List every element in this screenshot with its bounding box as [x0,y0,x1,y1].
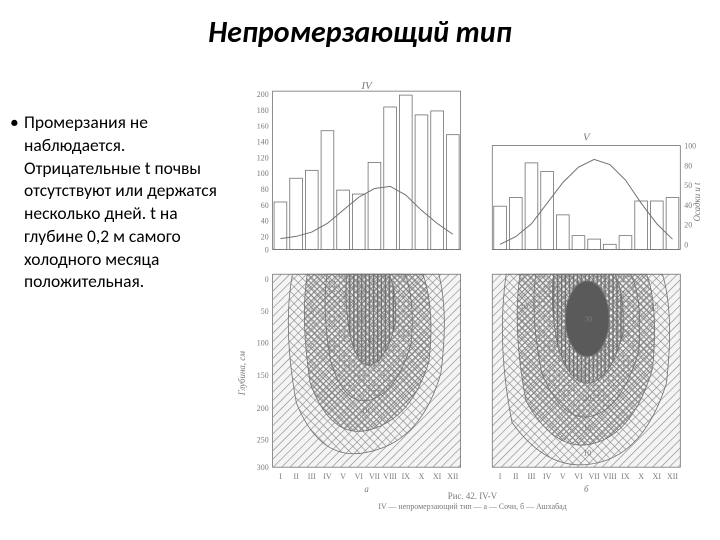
svg-text:100: 100 [684,142,696,151]
svg-text:5: 5 [310,307,314,316]
svg-text:180: 180 [257,106,269,115]
svg-text:II: II [513,472,519,481]
svg-text:VI: VI [355,472,364,481]
svg-text:10: 10 [583,448,591,457]
svg-text:VII: VII [369,472,380,481]
svg-text:Осадки и t: Осадки и t [692,182,702,222]
svg-text:10: 10 [362,406,370,415]
figure-subcaption: IV — непромерзающий тип — а — Сочи, б — … [378,502,566,511]
svg-text:10: 10 [520,302,528,311]
svg-text:50: 50 [261,307,269,316]
content-row: • Промерзания не наблюдается. Отрицатель… [0,81,720,511]
svg-text:10: 10 [364,337,372,346]
panel-label-left: IV [360,81,373,92]
svg-text:40: 40 [684,201,692,210]
bullet-mark: • [10,111,24,293]
figure-svg: 200180160 140120100 806040 200 IV [235,81,710,511]
svg-text:X: X [419,472,425,481]
svg-text:0: 0 [684,241,688,250]
svg-text:VIII: VIII [383,472,397,481]
svg-text:IV: IV [323,472,332,481]
svg-text:XI: XI [653,472,662,481]
svg-text:X: X [638,472,644,481]
svg-text:25: 25 [583,361,591,370]
depth-right: 30 25 20 15 10 10 15 IIIIIIIVVVIVIIVIIII… [492,274,680,494]
page-title: Непромерзающий тип [0,0,720,51]
svg-text:120: 120 [257,153,269,162]
svg-text:160: 160 [257,122,269,131]
svg-text:II: II [293,472,299,481]
svg-text:IX: IX [621,472,630,481]
svg-text:250: 250 [257,435,269,444]
depth-axis-label: Глубина, см [237,351,247,396]
text-column: • Промерзания не наблюдается. Отрицатель… [10,81,235,511]
svg-text:40: 40 [261,217,269,226]
figure-caption: Рис. 42. IV-V [448,491,498,501]
svg-text:50: 50 [684,181,692,190]
svg-text:80: 80 [684,161,692,170]
svg-text:200: 200 [257,90,269,99]
svg-text:100: 100 [257,338,269,347]
svg-text:III: III [528,472,536,481]
svg-text:80: 80 [261,185,269,194]
svg-text:20: 20 [261,233,269,242]
svg-text:100: 100 [257,169,269,178]
bullet-text: Промерзания не наблюдается. Отрицательны… [24,111,227,293]
svg-text:XII: XII [447,472,458,481]
figure: 200180160 140120100 806040 200 IV [235,81,710,511]
svg-text:300: 300 [257,463,269,472]
svg-text:0: 0 [265,275,269,284]
svg-text:20: 20 [583,394,591,403]
svg-text:30: 30 [584,315,592,324]
svg-text:I: I [499,472,502,481]
svg-text:15: 15 [651,302,659,311]
svg-text:0: 0 [265,245,269,254]
svg-text:60: 60 [261,201,269,210]
svg-text:III: III [308,472,316,481]
bullet-item: • Промерзания не наблюдается. Отрицатель… [10,111,227,293]
svg-text:XI: XI [433,472,442,481]
svg-text:150: 150 [257,371,269,380]
svg-text:V: V [340,472,346,481]
svg-text:140: 140 [257,138,269,147]
svg-text:IX: IX [402,472,411,481]
svg-text:a: a [364,484,369,494]
svg-text:20: 20 [684,221,692,230]
svg-text:15: 15 [583,424,591,433]
svg-text:VIII: VIII [603,472,617,481]
svg-text:б: б [584,484,589,494]
svg-text:VII: VII [589,472,600,481]
svg-text:V: V [560,472,566,481]
svg-text:200: 200 [257,404,269,413]
svg-text:I: I [279,472,282,481]
svg-text:IV: IV [543,472,552,481]
svg-text:VI: VI [574,472,583,481]
svg-text:XII: XII [667,472,678,481]
